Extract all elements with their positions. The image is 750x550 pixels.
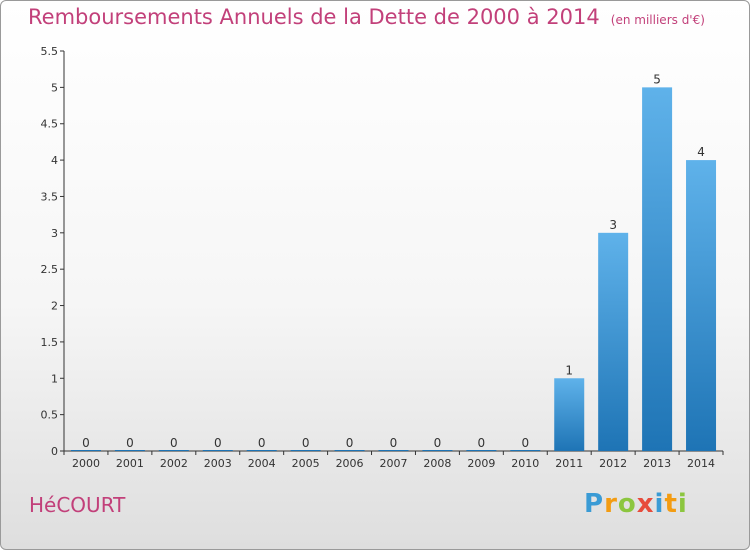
bar <box>114 450 145 451</box>
x-tick-label: 2005 <box>292 457 320 470</box>
bar <box>334 450 365 451</box>
bar <box>598 232 629 451</box>
y-tick-label: 2 <box>51 300 58 313</box>
bar-value-label: 0 <box>390 436 398 450</box>
bar <box>290 450 321 451</box>
chart-title-main: Remboursements Annuels de la Dette de 20… <box>28 5 600 29</box>
proxiti-logo: Proxiti <box>584 489 688 519</box>
bar-value-label: 0 <box>82 436 90 450</box>
y-tick-label: 0 <box>51 445 58 458</box>
bar-value-label: 3 <box>609 218 617 232</box>
bar <box>70 450 101 451</box>
y-tick-label: 1.5 <box>41 336 59 349</box>
x-tick-label: 2007 <box>380 457 408 470</box>
bar-value-label: 0 <box>170 436 178 450</box>
y-tick-label: 2.5 <box>41 263 59 276</box>
x-tick-label: 2004 <box>248 457 276 470</box>
chart-title: Remboursements Annuels de la Dette de 20… <box>28 5 705 29</box>
y-tick-label: 0.5 <box>41 409 59 422</box>
bar <box>202 450 233 451</box>
x-tick-label: 2002 <box>160 457 188 470</box>
bar <box>686 160 717 451</box>
bar-value-label: 0 <box>302 436 310 450</box>
x-axis: 2000 2001 2002 2003 2004 2005 2006 2007 2008 2009… <box>63 450 724 470</box>
bar <box>510 450 541 451</box>
bar <box>466 450 497 451</box>
x-tick-label: 2003 <box>204 457 232 470</box>
bar <box>158 450 189 451</box>
y-tick-label: 5.5 <box>41 45 59 58</box>
bar-value-label: 0 <box>346 436 354 450</box>
bar-value-label: 5 <box>653 72 661 86</box>
bar-value-label: 4 <box>697 145 705 159</box>
y-tick-label: 4 <box>51 154 58 167</box>
x-tick-label: 2008 <box>423 457 451 470</box>
y-tick-label: 3 <box>51 227 58 240</box>
x-tick-label: 2001 <box>116 457 144 470</box>
bar <box>642 87 673 451</box>
x-tick-label: 2011 <box>555 457 583 470</box>
bar-value-label: 0 <box>434 436 442 450</box>
bar <box>422 450 453 451</box>
y-tick-label: 4.5 <box>41 118 59 131</box>
y-axis: 0 0.5 1 1.5 2 2.5 3 3.5 4 4.5 5 5.5 <box>41 45 65 458</box>
y-tick-label: 1 <box>51 372 58 385</box>
value-labels: 0 0 0 0 0 0 0 0 0 0 0 1 3 5 4 <box>82 72 705 450</box>
bar-value-label: 0 <box>478 436 486 450</box>
commune-name: HéCOURT <box>29 493 126 517</box>
y-tick-label: 5 <box>51 81 58 94</box>
x-tick-label: 2000 <box>72 457 100 470</box>
bar-value-label: 0 <box>126 436 134 450</box>
bar <box>246 450 277 451</box>
y-tick-label: 3.5 <box>41 190 59 203</box>
x-tick-label: 2009 <box>467 457 495 470</box>
bars <box>70 87 717 451</box>
bar-value-label: 1 <box>565 363 573 377</box>
bar-value-label: 0 <box>521 436 529 450</box>
x-tick-label: 2010 <box>511 457 539 470</box>
bar-value-label: 0 <box>258 436 266 450</box>
bar <box>378 450 409 451</box>
x-tick-label: 2012 <box>599 457 627 470</box>
chart-unit-note: (en milliers d'€) <box>610 13 705 27</box>
x-tick-label: 2014 <box>687 457 715 470</box>
bar-value-label: 0 <box>214 436 222 450</box>
bar <box>554 378 585 451</box>
x-tick-label: 2006 <box>336 457 364 470</box>
x-tick-label: 2013 <box>643 457 671 470</box>
